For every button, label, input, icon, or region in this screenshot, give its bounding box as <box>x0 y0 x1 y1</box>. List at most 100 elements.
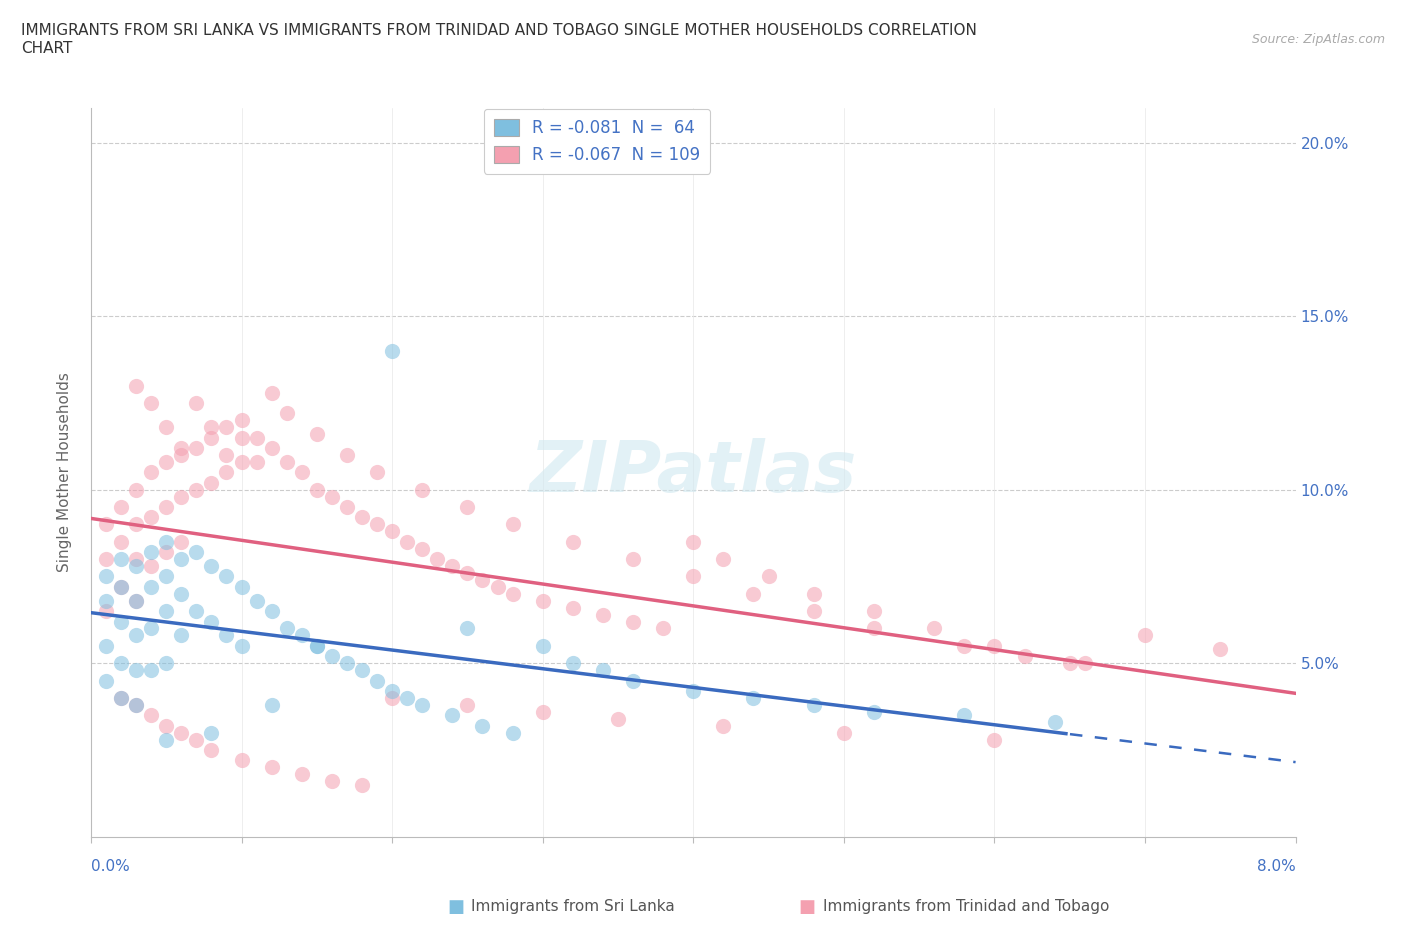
Point <box>336 656 359 671</box>
Point <box>186 441 208 456</box>
Point <box>155 545 177 560</box>
Point <box>155 656 177 671</box>
Legend: R = -0.081  N =  64, R = -0.067  N = 109: R = -0.081 N = 64, R = -0.067 N = 109 <box>484 109 710 174</box>
Point <box>276 405 298 420</box>
Point <box>456 698 478 712</box>
Point <box>1209 642 1232 657</box>
Point <box>711 718 734 733</box>
Point <box>291 465 314 480</box>
Text: 8.0%: 8.0% <box>1257 858 1295 873</box>
Point <box>141 510 163 525</box>
Point <box>125 593 148 608</box>
Point <box>141 579 163 594</box>
Point <box>305 483 328 498</box>
Point <box>396 535 419 550</box>
Point <box>742 586 765 601</box>
Point <box>186 732 208 747</box>
Point <box>1133 628 1156 643</box>
Point <box>141 663 163 678</box>
Point <box>621 614 644 629</box>
Point <box>94 517 117 532</box>
Point <box>260 760 283 775</box>
Point <box>215 465 238 480</box>
Point <box>141 395 163 410</box>
Point <box>381 524 404 538</box>
Point <box>110 535 132 550</box>
Point <box>652 621 675 636</box>
Point <box>94 569 117 584</box>
Point <box>471 573 494 588</box>
Point <box>1074 656 1097 671</box>
Point <box>125 698 148 712</box>
Point <box>291 766 314 781</box>
Point <box>170 489 193 504</box>
Point <box>245 431 267 445</box>
Point <box>592 607 614 622</box>
Point <box>953 638 976 653</box>
Point <box>983 732 1005 747</box>
Point <box>125 593 148 608</box>
Point <box>1059 656 1081 671</box>
Point <box>170 447 193 462</box>
Point <box>200 419 222 434</box>
Point <box>863 604 886 618</box>
Text: 0.0%: 0.0% <box>91 858 129 873</box>
Point <box>215 569 238 584</box>
Point <box>94 673 117 688</box>
Point <box>803 698 825 712</box>
Point <box>803 586 825 601</box>
Point <box>502 725 524 740</box>
Point <box>125 551 148 566</box>
Point <box>276 455 298 470</box>
Point <box>260 385 283 400</box>
Point <box>110 579 132 594</box>
Point <box>621 551 644 566</box>
Point <box>231 413 253 428</box>
Point <box>110 656 132 671</box>
Point <box>215 447 238 462</box>
Point <box>141 465 163 480</box>
Point <box>125 698 148 712</box>
Point <box>531 638 554 653</box>
Point <box>141 545 163 560</box>
Point <box>141 708 163 723</box>
Point <box>170 586 193 601</box>
Point <box>94 551 117 566</box>
Point <box>561 535 583 550</box>
Point <box>231 638 253 653</box>
Text: IMMIGRANTS FROM SRI LANKA VS IMMIGRANTS FROM TRINIDAD AND TOBAGO SINGLE MOTHER H: IMMIGRANTS FROM SRI LANKA VS IMMIGRANTS … <box>21 23 977 56</box>
Point <box>110 499 132 514</box>
Point <box>231 753 253 768</box>
Point <box>155 718 177 733</box>
Point <box>245 455 267 470</box>
Point <box>200 614 222 629</box>
Point <box>531 704 554 719</box>
Point <box>381 690 404 705</box>
Point <box>381 684 404 698</box>
Point <box>366 673 388 688</box>
Point <box>215 419 238 434</box>
Point <box>350 510 373 525</box>
Point <box>186 604 208 618</box>
Point <box>200 559 222 574</box>
Point <box>125 483 148 498</box>
Point <box>155 569 177 584</box>
Point <box>110 614 132 629</box>
Point <box>863 704 886 719</box>
Point <box>141 559 163 574</box>
Point <box>607 711 630 726</box>
Point <box>245 593 267 608</box>
Text: Source: ZipAtlas.com: Source: ZipAtlas.com <box>1251 33 1385 46</box>
Point <box>231 455 253 470</box>
Point <box>305 638 328 653</box>
Point <box>441 708 464 723</box>
Point <box>170 551 193 566</box>
Point <box>321 649 343 664</box>
Point <box>200 742 222 757</box>
Y-axis label: Single Mother Households: Single Mother Households <box>58 372 72 572</box>
Point <box>125 379 148 393</box>
Point <box>502 517 524 532</box>
Point <box>94 604 117 618</box>
Point <box>682 569 704 584</box>
Point <box>94 593 117 608</box>
